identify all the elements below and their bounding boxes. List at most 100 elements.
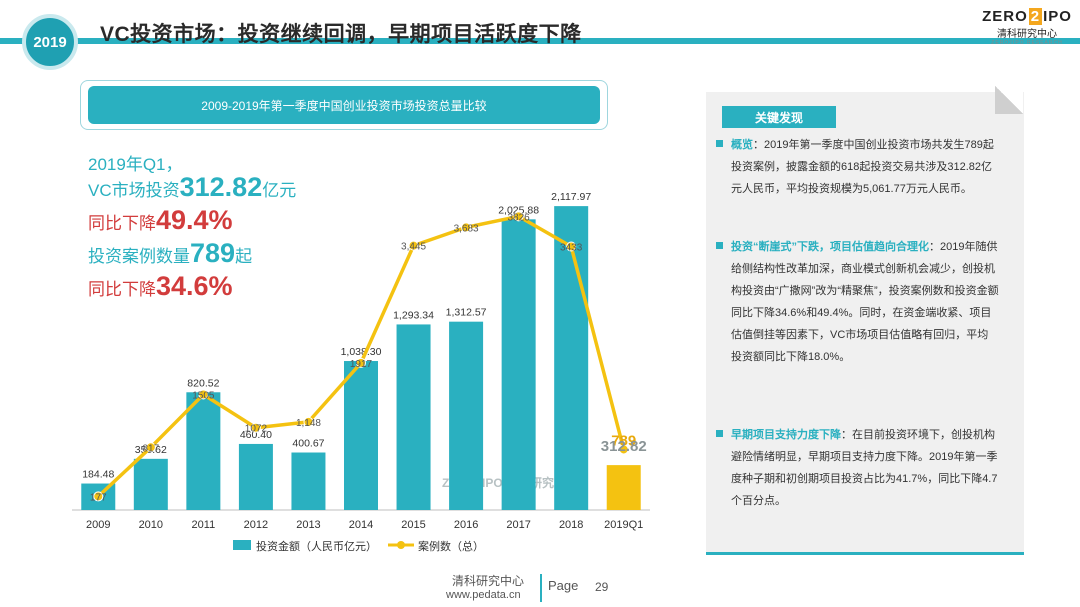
callout-deals-change: 同比下降34.6% xyxy=(88,271,233,302)
year-badge: 2019 xyxy=(22,14,78,70)
x-tick-2013: 2013 xyxy=(296,519,320,531)
finding-early-stage-line: ：在目前投资环境下，创投机构 xyxy=(841,429,995,441)
key-findings-panel xyxy=(706,92,1024,554)
bullet-icon xyxy=(716,242,723,249)
footer-org: 清科研究中心 xyxy=(452,574,525,588)
line-label-2019Q1: 789 xyxy=(611,432,636,449)
callout-deals-suffix: 起 xyxy=(235,247,253,266)
line-point-2015 xyxy=(408,240,419,251)
callout-amount-prefix: VC市场投资 xyxy=(88,181,180,200)
callout-amount-change-value: 49.4% xyxy=(156,205,233,235)
callout-amount-change: 同比下降49.4% xyxy=(88,205,233,236)
line-label-2013: 1,148 xyxy=(296,418,321,429)
investment-chart: ZERO2IPO 清科研究中心184.482009356.622010820.5… xyxy=(72,191,650,553)
callout-amount-change-prefix: 同比下降 xyxy=(88,214,156,233)
finding-decline-line: 构投资由“广撒网”改为“精聚焦”，投资案例数和投资金额 xyxy=(731,285,999,297)
finding-early-stage-lead: 早期项目支持力度下降 xyxy=(731,429,841,441)
logo-tiny-text: ZERO2IPO RESEARCH xyxy=(991,40,1063,46)
finding-decline-line: ：2019年随供 xyxy=(929,241,998,253)
line-point-2013 xyxy=(303,416,314,427)
line-point-2014 xyxy=(356,357,366,368)
bar-label-2018: 2,117.97 xyxy=(551,191,591,203)
callout-deals-prefix: 投资案例数量 xyxy=(88,247,190,266)
bar-2019Q1 xyxy=(606,465,641,510)
footer-url[interactable]: www.pedata.cn xyxy=(446,589,521,601)
x-tick-2019Q1: 2019Q1 xyxy=(604,519,643,531)
bar-2011 xyxy=(186,392,221,510)
bullet-icon xyxy=(716,430,723,437)
bar-label-2009: 184.48 xyxy=(82,469,114,481)
logo-text-left: ZERO xyxy=(982,8,1028,25)
bar-2012 xyxy=(238,443,273,510)
line-point-2017 xyxy=(513,211,524,222)
x-tick-2016: 2016 xyxy=(454,519,478,531)
bar-label-2012: 460.40 xyxy=(240,429,272,441)
bar-2017 xyxy=(501,219,536,510)
finding-decline-line: 同比下降34.6%和49.4%。同时，在资金端收紧、项目 xyxy=(731,307,992,319)
finding-early-stage-line: 度种子期和初创期项目投资占比为41.7%，同比下降4.7 xyxy=(731,473,998,485)
x-tick-2017: 2017 xyxy=(506,519,530,531)
line-point-2019Q1 xyxy=(618,444,629,455)
page-fold-icon xyxy=(995,86,1023,114)
bar-2010 xyxy=(133,458,168,510)
footer-page-label: Page xyxy=(548,578,579,593)
finding-overview-lead: 概览 xyxy=(731,139,753,151)
line-label-2009: 177 xyxy=(90,492,107,503)
finding-decline-line: 给侧结构性改革加深，商业模式创新机会减少，创投机 xyxy=(731,263,995,275)
x-tick-2012: 2012 xyxy=(244,519,268,531)
x-tick-2018: 2018 xyxy=(559,519,583,531)
finding-early-stage-line: 避险情绪明显，早期项目支持力度下降。2019年第一季 xyxy=(731,451,998,463)
chart-title-frame xyxy=(80,80,608,130)
x-tick-2015: 2015 xyxy=(401,519,425,531)
footer-page-number: 29 xyxy=(595,580,609,594)
key-findings-header: 关键发现 xyxy=(722,106,836,128)
bar-2016 xyxy=(449,321,484,510)
bar-2015 xyxy=(396,324,431,510)
line-point-2010 xyxy=(145,442,156,453)
header-bar xyxy=(0,38,1080,44)
panel-bottom-rule xyxy=(706,552,1024,555)
line-label-2014: 1917 xyxy=(350,359,373,370)
logo-mark: 2 xyxy=(1028,8,1043,25)
bar-label-2019Q1: 312.82 xyxy=(601,438,647,455)
bar-label-2014: 1,038.30 xyxy=(341,346,382,358)
callout-period: 2019年Q1， xyxy=(88,155,183,174)
x-tick-2014: 2014 xyxy=(349,519,373,531)
bar-label-2013: 400.67 xyxy=(292,438,324,450)
footer-separator xyxy=(540,574,542,602)
bar-2014 xyxy=(344,361,378,510)
line-label-2017: 3826 xyxy=(508,212,531,223)
line-point-2011 xyxy=(198,389,209,400)
zero2ipo-logo: ZERO 2 IPO 清科研究中心 ZERO2IPO RESEARCH xyxy=(982,8,1072,46)
x-tick-2011: 2011 xyxy=(192,519,216,531)
bar-2013 xyxy=(291,452,326,510)
line-label-2011: 1505 xyxy=(192,391,215,402)
legend-line-marker xyxy=(397,541,405,549)
callout-amount-suffix: 亿元 xyxy=(262,181,297,200)
bar-label-2015: 1,293.34 xyxy=(393,309,434,321)
finding-overview-line: 元人民币，平均投资规模为5,061.77万元人民币。 xyxy=(731,183,972,195)
x-tick-2010: 2010 xyxy=(139,519,163,531)
line-label-2016: 3,683 xyxy=(454,223,479,234)
line-label-2012: 1072 xyxy=(245,424,268,435)
finding-overview-line: 投资案例，披露金额的618起投资交易共涉及312.82亿 xyxy=(731,161,992,173)
bar-2018 xyxy=(554,206,589,510)
finding-decline-lead: 投资“断崖式”下跌，项目估值趋向合理化 xyxy=(731,241,929,253)
logo-text-right: IPO xyxy=(1043,8,1072,25)
line-point-2016 xyxy=(461,222,472,233)
line-label-2015: 3,445 xyxy=(401,242,426,253)
legend-bar-label: 投资金额（人民币亿元） xyxy=(256,539,377,553)
finding-decline: 投资“断崖式”下跌，项目估值趋向合理化：2019年随供 给侧结构性改革加深，商业… xyxy=(716,236,1016,368)
finding-early-stage-line: 个百分点。 xyxy=(731,495,786,507)
chart-title: 2009-2019年第一季度中国创业投资市场投资总量比较 xyxy=(88,86,600,124)
line-point-2009 xyxy=(93,491,104,502)
callout-deals: 投资案例数量789起 xyxy=(88,238,252,269)
page-title: VC投资市场：投资继续回调，早期项目活跃度下降 xyxy=(100,23,582,46)
finding-decline-line: 投资额同比下降18.0%。 xyxy=(731,351,851,363)
finding-overview: 概览：2019年第一季度中国创业投资市场共发生789起 投资案例，披露金额的61… xyxy=(716,134,1016,200)
bar-label-2011: 820.52 xyxy=(187,377,219,389)
callout-amount-value: 312.82 xyxy=(179,172,263,202)
bar-label-2017: 2,025.88 xyxy=(498,204,539,216)
callout-deals-value: 789 xyxy=(190,238,236,268)
line-point-2018 xyxy=(566,241,577,252)
